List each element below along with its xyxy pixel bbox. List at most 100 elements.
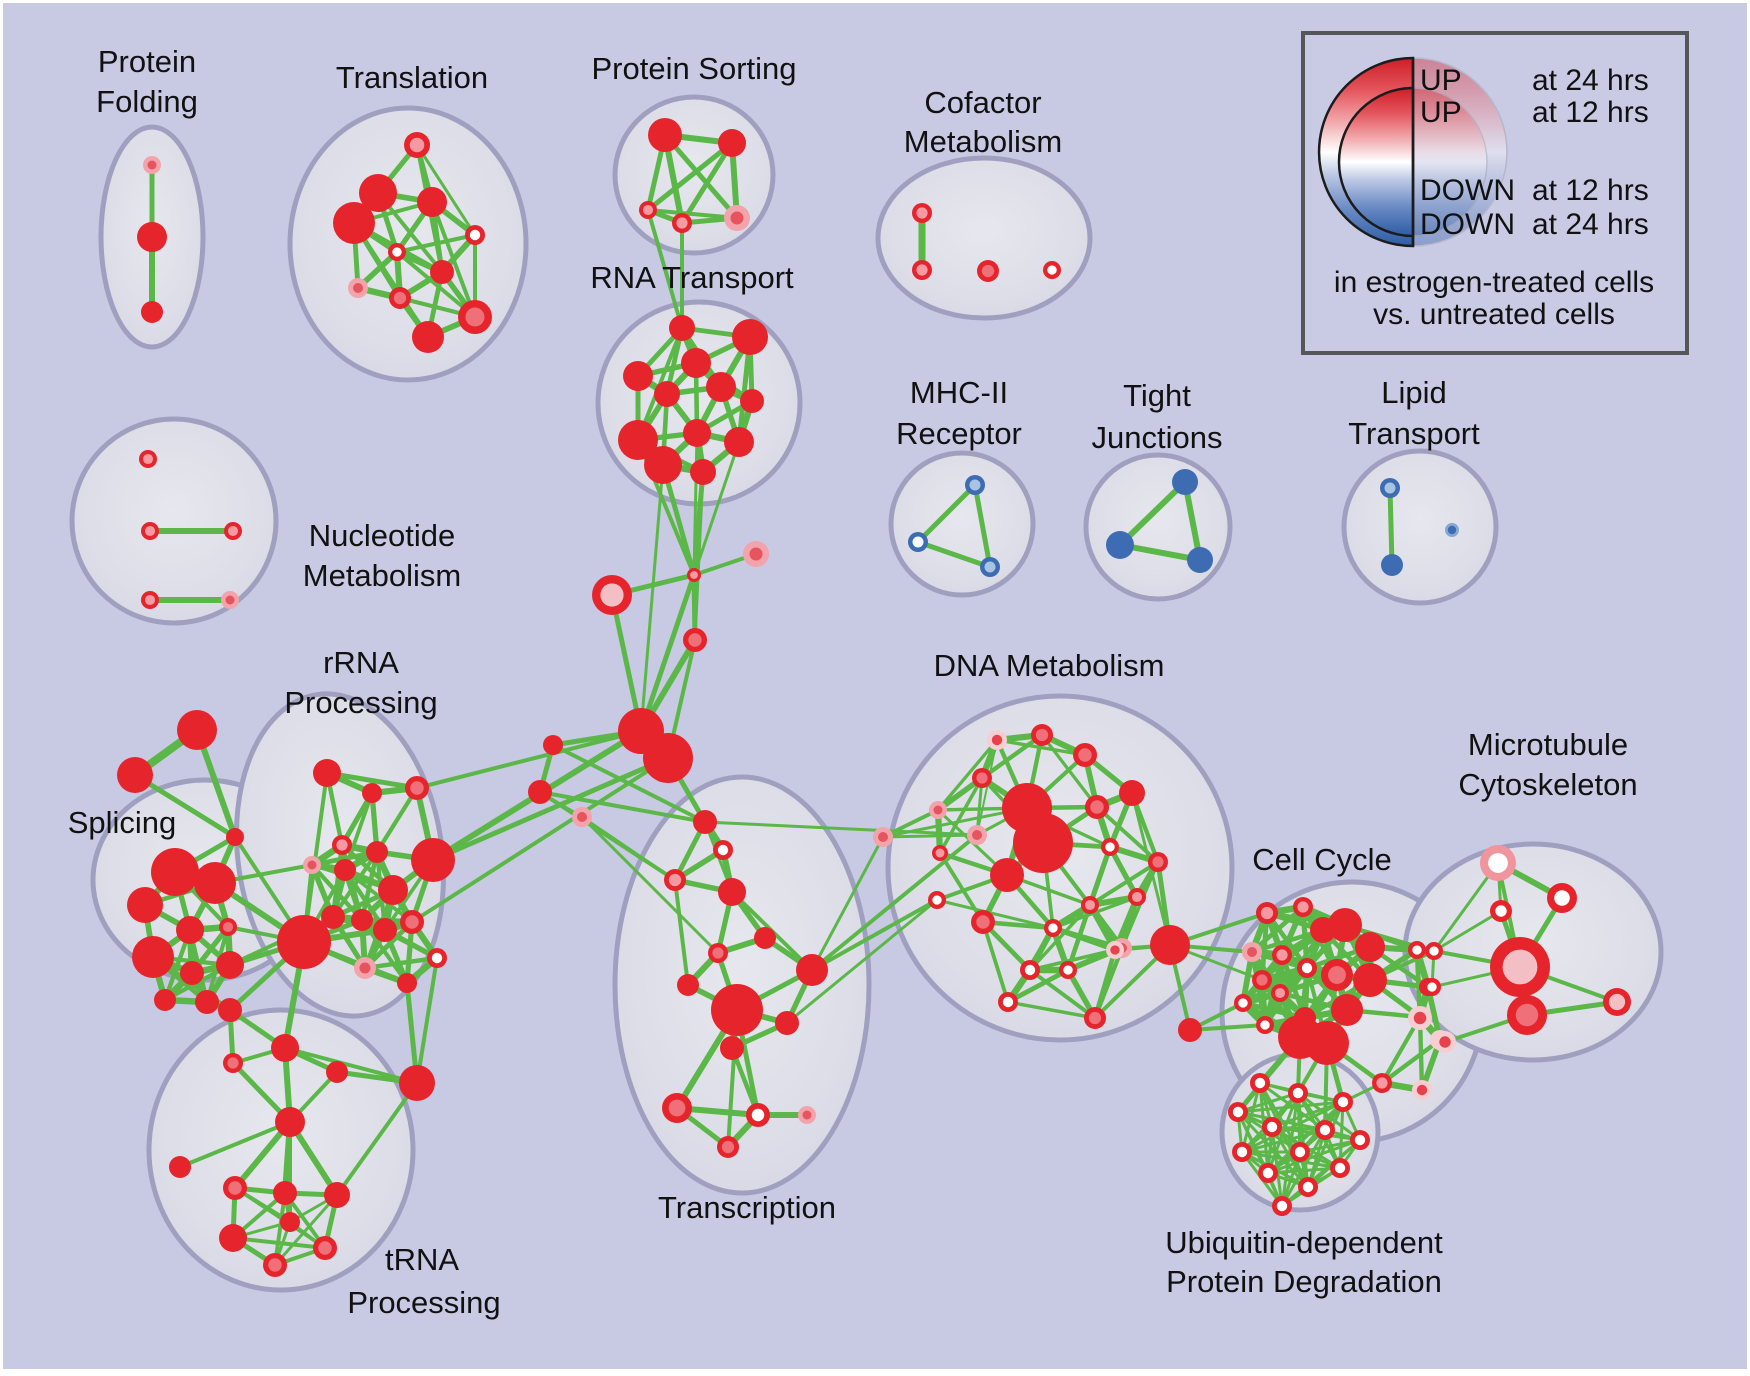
gene-node-core xyxy=(1256,974,1268,986)
legend-time: at 24 hrs xyxy=(1532,208,1649,241)
edge xyxy=(1236,1110,1327,1132)
gene-node xyxy=(1106,531,1134,559)
gene-node-core xyxy=(228,1181,242,1195)
gene-node xyxy=(711,984,763,1036)
gene-node-core xyxy=(1048,923,1058,933)
cluster-protein-folding-nodes xyxy=(137,156,167,323)
gene-node xyxy=(176,916,204,944)
gene-node-core xyxy=(1024,964,1036,976)
gene-node-core xyxy=(144,594,156,606)
gene-node-core xyxy=(916,207,928,219)
label-trna-processing: Processing xyxy=(347,1285,500,1320)
label-dna-metabolism: DNA Metabolism xyxy=(934,648,1165,683)
gene-node-core xyxy=(932,895,942,905)
edge xyxy=(692,440,741,577)
gene-node xyxy=(718,878,746,906)
cluster-protein-sorting-nodes xyxy=(639,118,750,233)
gene-node-core xyxy=(409,137,425,153)
gene-node-core xyxy=(1354,1134,1366,1146)
edge xyxy=(1028,903,1092,972)
gene-node-core xyxy=(359,962,371,974)
gene-node-core xyxy=(1274,987,1286,999)
gene-node xyxy=(333,202,375,244)
gene-node xyxy=(623,361,653,391)
bubble-lipid-transport xyxy=(1341,448,1499,606)
gene-node-core xyxy=(972,830,982,840)
edge xyxy=(1432,861,1500,953)
gene-node xyxy=(720,1036,744,1060)
gene-node xyxy=(334,859,356,881)
label-nucleotide-metabolism: Nucleotide xyxy=(309,518,455,553)
bubble-trna-processing xyxy=(146,1007,416,1293)
cluster-trna-processing-nodes xyxy=(169,998,435,1277)
edge xyxy=(810,833,979,972)
bubble-cofactor-metabolism xyxy=(875,155,1093,321)
gene-node xyxy=(326,1061,348,1083)
gene-node-core xyxy=(392,247,402,257)
edge xyxy=(283,1046,419,1085)
edge xyxy=(639,463,665,733)
legend-time: at 12 hrs xyxy=(1532,96,1649,129)
gene-node xyxy=(362,783,382,803)
edge xyxy=(580,815,677,882)
bubble-tight-junctions xyxy=(1083,452,1233,602)
gene-node-core xyxy=(1262,1167,1274,1179)
label-cofactor-metabolism: Cofactor xyxy=(924,85,1041,120)
gene-node-core xyxy=(469,229,481,241)
gene-node-core xyxy=(984,561,996,573)
cluster-ubiquitin-degradation-nodes xyxy=(1228,1073,1370,1216)
gene-node xyxy=(1172,469,1198,495)
gene-node-core xyxy=(1063,965,1073,975)
gene-node xyxy=(411,838,455,882)
edge xyxy=(938,776,984,855)
gene-node xyxy=(275,1107,305,1137)
label-rna-transport: RNA Transport xyxy=(590,260,794,295)
edge xyxy=(1379,1037,1443,1086)
edge xyxy=(580,815,720,955)
gene-node xyxy=(271,1034,299,1062)
gene-node-core xyxy=(1515,1003,1539,1027)
gene-node xyxy=(693,810,717,834)
gene-node-core xyxy=(976,915,990,929)
edge xyxy=(915,539,993,570)
label-mhc-ii-receptor: MHC-II xyxy=(910,375,1008,410)
gene-node-core xyxy=(1412,945,1422,955)
legend-direction: UP xyxy=(1420,64,1462,97)
gene-node-core xyxy=(1292,1087,1304,1099)
edge xyxy=(362,955,440,971)
gene-node xyxy=(366,841,388,863)
cluster-mhc-ii-receptor-nodes xyxy=(908,475,1000,577)
gene-node xyxy=(154,989,176,1011)
edge xyxy=(551,743,707,824)
edge xyxy=(415,729,643,790)
gene-node-core xyxy=(1447,525,1457,535)
label-cofactor-metabolism: Metabolism xyxy=(904,124,1063,159)
gene-node xyxy=(378,875,408,905)
edge xyxy=(1249,904,1306,955)
gene-node xyxy=(417,187,447,217)
label-rrna-processing: rRNA xyxy=(323,645,399,680)
cluster-nucleotide-metabolism-nodes xyxy=(139,450,242,609)
gene-node xyxy=(177,710,217,750)
edge xyxy=(1117,479,1188,548)
gene-node xyxy=(397,973,417,993)
gene-node-core xyxy=(1319,1124,1331,1136)
label-protein-folding: Folding xyxy=(96,84,198,119)
gene-node xyxy=(180,961,204,985)
gene-node-core xyxy=(1105,842,1115,852)
gene-node-core xyxy=(1266,1121,1278,1133)
cluster-rna-transport-nodes xyxy=(618,315,768,485)
gene-node xyxy=(775,1011,799,1035)
gene-node xyxy=(796,954,828,986)
label-protein-folding: Protein xyxy=(98,44,196,79)
cluster-lipid-transport-nodes xyxy=(1380,478,1459,576)
gene-node xyxy=(226,828,244,846)
edge xyxy=(1240,1150,1342,1170)
label-cell-cycle: Cell Cycle xyxy=(1252,842,1392,877)
legend-direction: UP xyxy=(1420,96,1462,129)
gene-node-core xyxy=(1110,945,1120,955)
label-tight-junctions: Tight xyxy=(1123,378,1191,413)
gene-node-core xyxy=(431,952,443,964)
edge xyxy=(662,132,740,221)
